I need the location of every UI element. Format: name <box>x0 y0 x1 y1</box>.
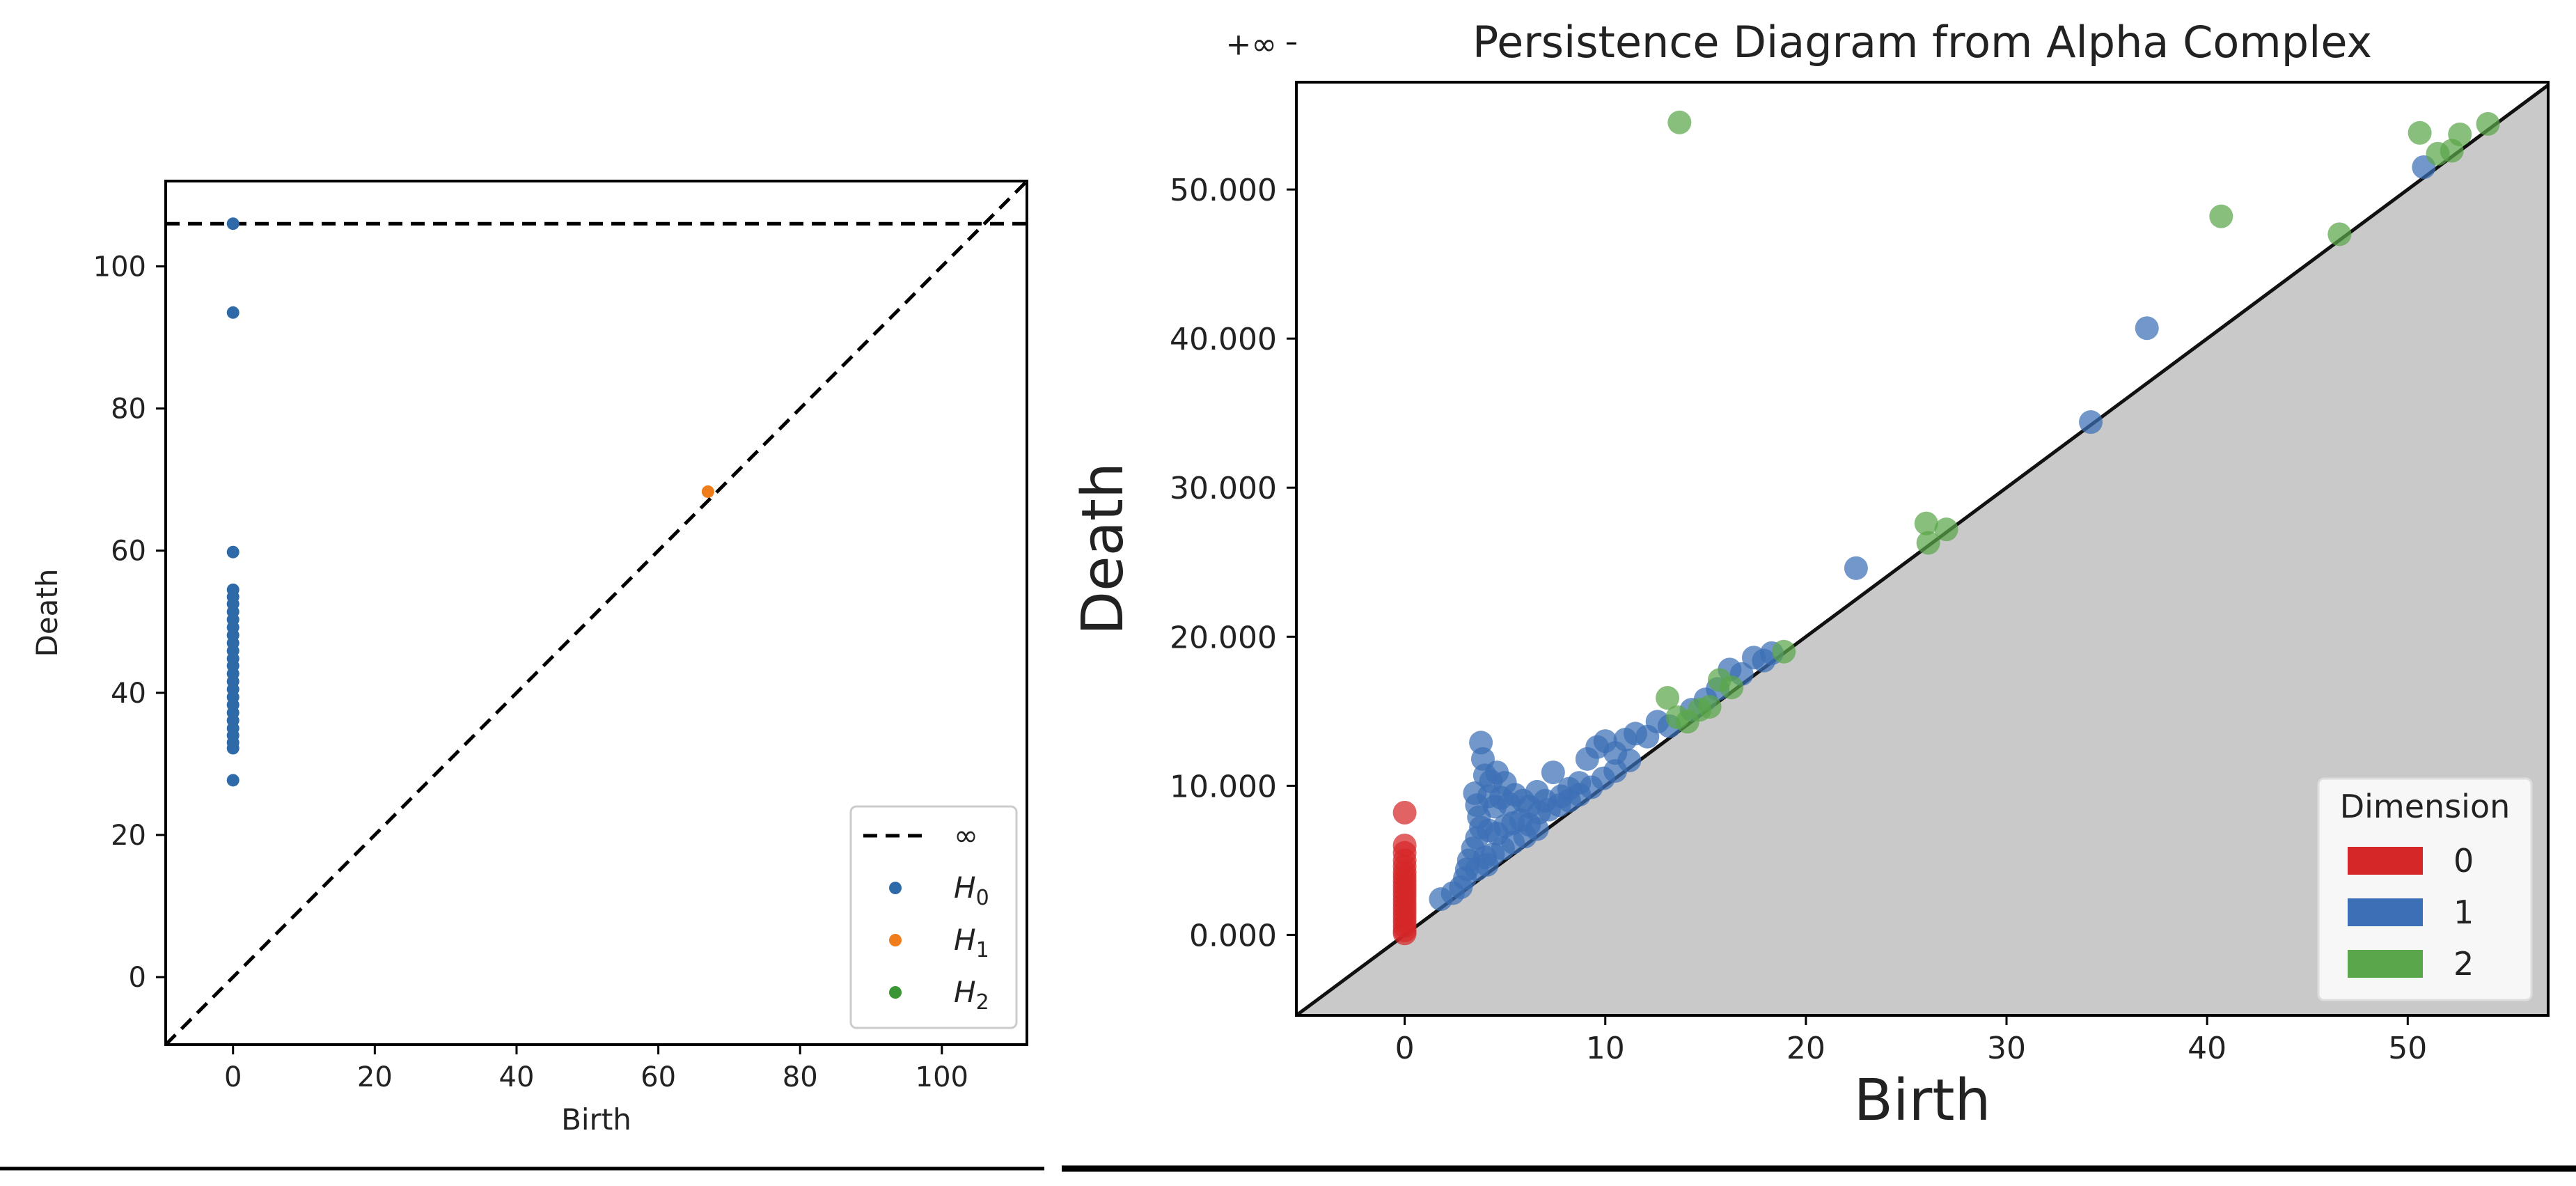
x-tick-label: 20 <box>1786 1031 1825 1066</box>
y-tick-label: 40.000 <box>1170 322 1277 357</box>
data-point <box>226 774 239 787</box>
data-point <box>2476 111 2500 136</box>
legend-dot-swatch <box>889 986 902 999</box>
chart-right-frame <box>1295 81 2550 1017</box>
x-tick-label: 0 <box>1395 1031 1415 1066</box>
chart-left-frame <box>164 180 1028 1046</box>
data-point <box>1697 694 1722 719</box>
chart-left-y-axis-label: Death <box>30 568 64 657</box>
data-point <box>1914 511 1938 536</box>
chart-left-plot-area <box>166 181 1027 1045</box>
x-tick-label: 40 <box>499 1061 535 1093</box>
chart-right-ticks: 0 10 20 30 40 50 0.000 10.000 20.000 30.000 40.000… <box>1170 26 2427 1066</box>
data-point <box>1475 852 1499 877</box>
y-tick-label: 50.000 <box>1170 173 1277 208</box>
data-point <box>226 545 239 559</box>
data-point <box>1617 748 1642 772</box>
data-point <box>1541 760 1565 785</box>
x-tick-label: 60 <box>641 1061 676 1093</box>
x-tick-label: 100 <box>916 1061 968 1093</box>
legend-label-subscript: 0 <box>976 886 989 910</box>
x-tick-label: 20 <box>357 1061 393 1093</box>
data-point <box>1844 556 1868 580</box>
legend-label: ∞ <box>954 818 978 852</box>
data-point <box>1720 676 1744 700</box>
x-tick-label: 30 <box>1987 1031 2026 1066</box>
infinity-tick-label: +∞ <box>1225 26 1277 62</box>
legend-title: Dimension <box>2340 788 2511 825</box>
y-tick-label: 80 <box>111 393 146 426</box>
data-point <box>2448 122 2472 146</box>
chart-right-x-axis-label: Birth <box>1854 1068 1991 1134</box>
x-tick-label: 80 <box>783 1061 818 1093</box>
legend-label: 2 <box>2453 945 2474 983</box>
data-point <box>2079 410 2103 435</box>
chart-right-plot-area <box>1296 31 2548 1015</box>
legend-swatch <box>2348 847 2423 875</box>
data-point <box>1392 800 1417 825</box>
chart-left-x-axis-label: Birth <box>561 1102 631 1137</box>
y-tick-label: 30.000 <box>1170 471 1277 506</box>
y-tick-label: 100 <box>93 251 146 283</box>
data-point <box>1393 31 1417 55</box>
y-tick-label: 60 <box>111 536 146 568</box>
legend-label-subscript: 2 <box>976 990 989 1015</box>
legend-label: 0 <box>2453 842 2474 880</box>
x-tick-label: 0 <box>224 1061 242 1093</box>
x-tick-label: 50 <box>2388 1031 2427 1066</box>
legend-swatch <box>2348 898 2423 926</box>
chart-right-legend: Dimension 0 1 2 <box>2317 777 2533 1001</box>
legend-box <box>2317 777 2533 1001</box>
legend-dot-swatch <box>889 882 902 894</box>
data-point <box>1392 921 1417 946</box>
data-point <box>2327 222 2352 247</box>
data-point <box>2408 120 2432 145</box>
y-tick-label: 20 <box>111 820 146 852</box>
y-tick-label: 20.000 <box>1170 620 1277 655</box>
chart-right-y-axis-label: Death <box>1070 462 1136 635</box>
data-point <box>226 742 239 755</box>
legend-dot-swatch <box>889 934 902 946</box>
legend-label: 1 <box>2453 894 2474 931</box>
data-point <box>2209 204 2233 228</box>
y-tick-label: 10.000 <box>1170 769 1277 804</box>
data-point <box>1656 686 1680 710</box>
legend-box <box>849 805 1018 1029</box>
data-point <box>226 306 239 319</box>
x-tick-label: 10 <box>1586 1031 1625 1066</box>
data-point <box>1525 817 1549 841</box>
legend-label-subscript: 1 <box>976 938 989 962</box>
data-point <box>701 485 714 498</box>
data-point <box>1772 639 1796 664</box>
diagonal-line <box>166 181 1027 1045</box>
chart-left-ticks: 0 20 40 60 80 100 0 20 40 60 80 100 <box>93 251 968 1093</box>
data-point <box>1449 875 1473 899</box>
y-tick-label: 0 <box>129 962 146 994</box>
data-point <box>2135 316 2159 341</box>
data-point <box>1934 517 1958 542</box>
y-tick-label: 40 <box>111 678 146 710</box>
data-point <box>1916 531 1940 555</box>
data-point <box>1667 110 1692 134</box>
chart-right-title: Persistence Diagram from Alpha Complex <box>1472 17 2372 68</box>
x-tick-label: 40 <box>2188 1031 2226 1066</box>
y-tick-label: 0.000 <box>1189 918 1277 953</box>
legend-swatch <box>2348 950 2423 978</box>
data-point <box>1429 887 1453 912</box>
chart-right-persistence-diagram: Persistence Diagram from Alpha Complex 0… <box>1070 17 2550 1134</box>
data-point <box>226 217 239 231</box>
